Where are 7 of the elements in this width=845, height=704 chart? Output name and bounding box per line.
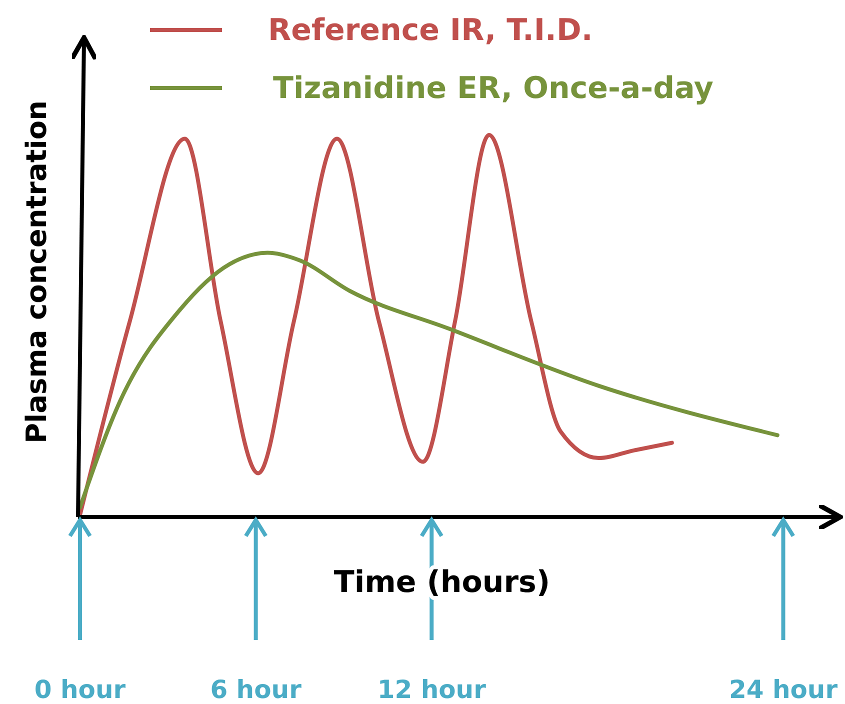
x-tick-label: 6 hour <box>210 675 302 704</box>
x-tick-label: 12 hour <box>377 675 487 704</box>
legend-label: Tizanidine ER, Once-a-day <box>273 71 714 106</box>
y-axis-title: Plasma concentration <box>20 100 53 444</box>
x-tick-label: 24 hour <box>728 675 838 704</box>
x-tick-label: 0 hour <box>34 675 126 704</box>
legend-label: Reference IR, T.I.D. <box>268 13 593 48</box>
